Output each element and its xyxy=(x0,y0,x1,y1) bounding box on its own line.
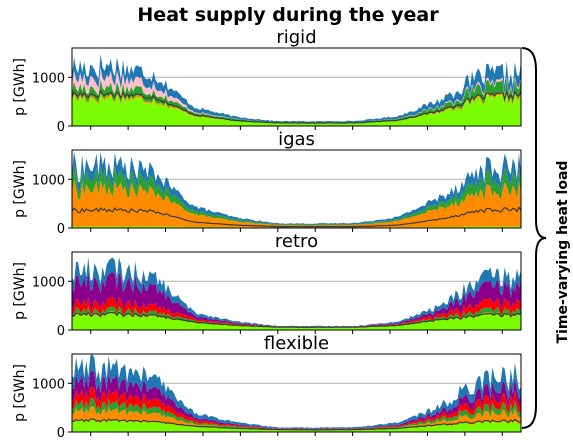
panel-subtitle: retro xyxy=(275,231,318,252)
series-4-area xyxy=(72,271,521,328)
line-series xyxy=(71,89,522,124)
plot-frame xyxy=(71,353,522,433)
plot-frame xyxy=(71,149,522,229)
series-2-area xyxy=(72,165,521,226)
y-tick-label: 0 xyxy=(57,426,65,441)
y-axis-label: p [GWh] xyxy=(12,262,28,320)
series-0-area xyxy=(72,418,521,432)
panel-subtitle: flexible xyxy=(264,333,329,354)
series-3-area xyxy=(72,67,521,123)
series-3-area xyxy=(72,151,521,225)
series-0-area xyxy=(72,311,521,330)
plot-frame xyxy=(71,251,522,331)
brace-label: Time-varying heat load xyxy=(555,161,571,344)
line-series xyxy=(71,418,522,431)
curly-brace xyxy=(521,47,547,429)
series-5-area xyxy=(72,257,521,327)
panel-subtitle: igas xyxy=(278,129,315,150)
panel-retro: 0 1000 retro p [GWh] xyxy=(12,231,522,339)
y-axis-label: p [GWh] xyxy=(12,160,28,218)
y-tick-label: 1000 xyxy=(32,377,65,392)
panel-subtitle: rigid xyxy=(276,27,316,48)
line-series xyxy=(71,311,522,328)
series-3-area xyxy=(72,386,521,430)
line-series xyxy=(71,206,522,228)
series-5-area xyxy=(72,354,521,429)
panel-igas: 0 1000 igas p [GWh] xyxy=(12,129,522,237)
panel-rigid: 0 1000 rigid p [GWh] xyxy=(12,27,522,135)
plot-frame xyxy=(71,47,522,127)
series-3-area xyxy=(72,296,521,328)
y-tick-label: 1000 xyxy=(32,275,65,290)
series-4-area xyxy=(72,370,521,430)
y-tick-label: 1000 xyxy=(32,173,65,188)
y-tick-label: 0 xyxy=(57,120,65,135)
chart-panels: 0 1000 rigid p [GWh] 0 1000 igas p [GWh] 0 1000 re… xyxy=(12,27,522,441)
series-1-area xyxy=(72,406,521,431)
series-0-area xyxy=(72,92,521,126)
panel-flexible: 0 1000 flexible p [GWh] xyxy=(12,333,522,441)
y-axis-label: p [GWh] xyxy=(12,58,28,116)
series-2-area xyxy=(72,398,521,430)
figure-title: Heat supply during the year xyxy=(137,4,439,26)
series-1-area xyxy=(72,179,521,228)
series-4-area xyxy=(72,54,521,123)
y-axis-label: p [GWh] xyxy=(12,364,28,422)
y-tick-label: 0 xyxy=(57,222,65,237)
y-tick-label: 0 xyxy=(57,324,65,339)
y-tick-label: 1000 xyxy=(32,71,65,86)
